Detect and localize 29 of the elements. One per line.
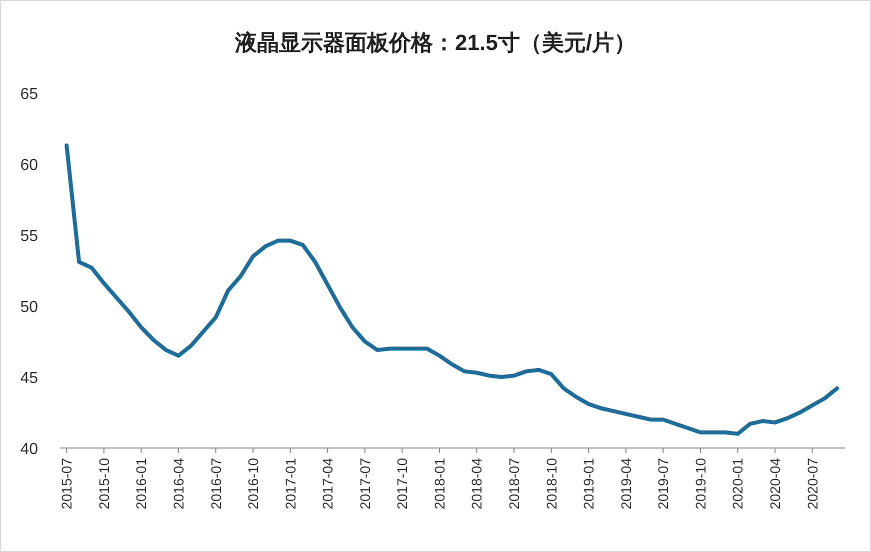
x-tick-label: 2016-01 (133, 458, 150, 510)
x-tick-label: 2016-04 (170, 458, 186, 510)
x-tick-label: 2019-04 (618, 458, 634, 510)
y-tick-label: 65 (20, 86, 38, 103)
line-series (64, 144, 840, 436)
y-tick-label: 60 (20, 157, 38, 174)
x-tick-label: 2020-04 (766, 458, 783, 510)
x-tick-label: 2019-01 (580, 458, 597, 510)
x-tick-label: 2018-01 (431, 458, 448, 510)
y-tick-label: 40 (20, 441, 38, 458)
y-tick-label: 55 (20, 228, 38, 245)
x-tick-label: 2016-07 (208, 458, 224, 510)
x-tick-label: 2017-10 (394, 458, 410, 510)
x-tick-label: 2017-04 (320, 458, 336, 510)
y-tick-label: 45 (20, 370, 38, 387)
chart-title: 液晶显示器面板价格：21.5寸（美元/片） (234, 30, 636, 55)
x-tick-label: 2018-10 (543, 458, 560, 510)
x-tick-label: 2017-07 (356, 458, 373, 510)
x-tick-label: 2016-10 (245, 458, 262, 510)
x-tick-label: 2018-07 (506, 458, 522, 510)
x-tick-label: 2020-07 (804, 458, 820, 510)
x-tick-label: 2015-10 (96, 458, 112, 510)
x-tick-label: 2020-01 (730, 458, 746, 510)
x-tick-label: 2019-07 (655, 458, 672, 510)
x-tick-label: 2018-04 (468, 458, 485, 510)
x-tick-label: 2015-07 (58, 458, 75, 510)
x-tick-label: 2017-01 (282, 458, 298, 510)
y-tick-label: 50 (20, 299, 38, 316)
x-tick-label: 2019-10 (692, 458, 708, 510)
